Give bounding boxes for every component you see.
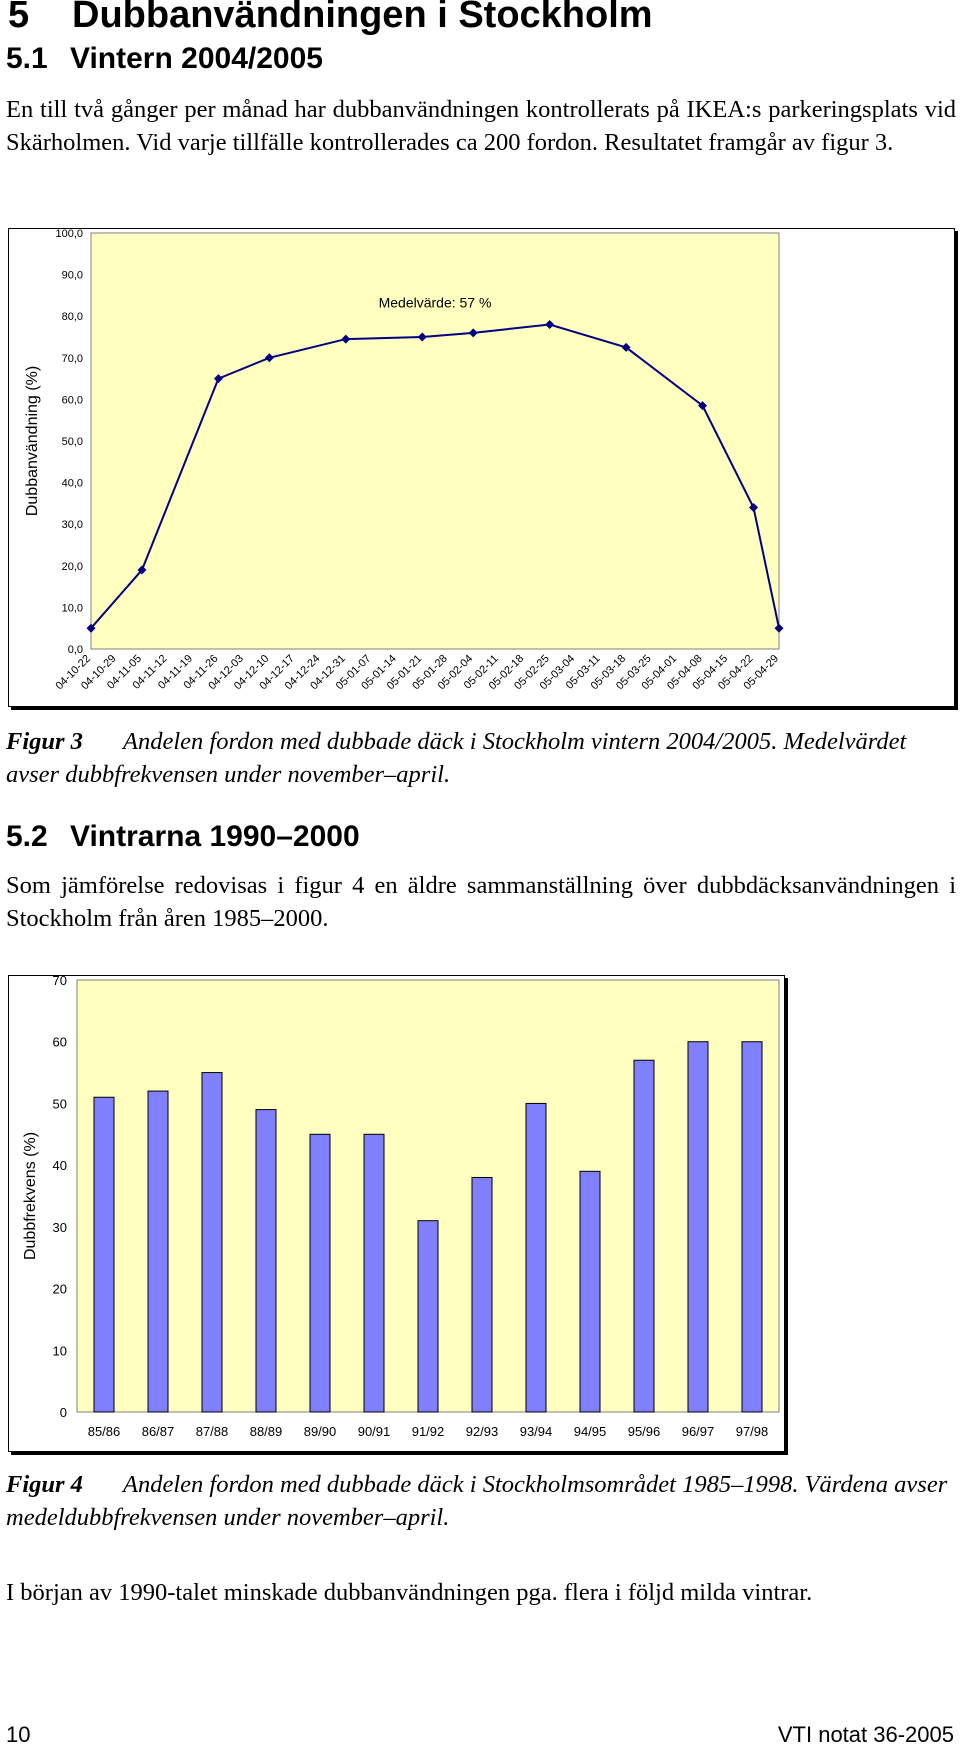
x-tick-label: 95/96	[628, 1424, 661, 1439]
figure-4-text: Andelen fordon med dubbade däck i Stockh…	[6, 1471, 948, 1531]
figure-3-label: Figur 3	[6, 728, 83, 755]
data-point	[621, 342, 631, 352]
data-point	[264, 353, 274, 363]
x-tick-label: 97/98	[736, 1424, 769, 1439]
paragraph-2: Som jämförelse redovisas i figur 4 en äl…	[6, 872, 956, 932]
data-point	[86, 623, 96, 633]
bar	[471, 1176, 493, 1413]
bar-chart: 0 10 20 30 40 50 60 70 85/86 86/87 87/88 88/89 89/90…	[22, 973, 780, 1439]
figure-3-chart: 0,0 10,0 20,0 30,0 40,0 50,0 60,0 70,0 80,0 90,0 1…	[8, 228, 955, 707]
bar	[525, 1102, 547, 1413]
plot-area	[90, 232, 780, 650]
x-tick-label: 90/91	[358, 1424, 391, 1439]
x-tick-label: 94/95	[574, 1424, 607, 1439]
bar	[741, 1041, 763, 1413]
y-tick-label: 20,0	[62, 561, 83, 573]
data-point	[417, 332, 427, 342]
y-tick-label: 10	[53, 1343, 67, 1358]
data-point	[774, 623, 784, 633]
x-tick-label: 96/97	[682, 1424, 715, 1439]
data-point	[468, 328, 478, 338]
figure-4-label: Figur 4	[6, 1471, 83, 1498]
bar	[309, 1133, 331, 1413]
figure-3-caption: Figur 3 Andelen fordon med dubbade däck i…	[6, 725, 956, 791]
paragraph-3: I början av 1990-talet minskade dubbanvä…	[6, 1579, 813, 1606]
y-tick-label: 40,0	[62, 478, 83, 490]
y-tick-label: 70,0	[62, 353, 83, 365]
data-point	[137, 565, 147, 575]
y-tick-label: 0,0	[68, 644, 83, 656]
y-tick-label: 40	[53, 1158, 67, 1173]
bar	[363, 1133, 385, 1413]
subsection-title: Vintern 2004/2005	[70, 42, 323, 75]
subsection-title: Vintrarna 1990–2000	[70, 820, 360, 853]
report-id: VTI notat 36-2005	[777, 1722, 954, 1747]
subsection-number: 5.1	[6, 42, 48, 75]
y-tick-label: 30,0	[62, 519, 83, 531]
figure-4-chart: 0 10 20 30 40 50 60 70 85/86 86/87 87/88 88/89 89/90…	[8, 973, 785, 1452]
x-tick-label: 88/89	[250, 1424, 283, 1439]
figure-3-text: Andelen fordon med dubbade däck i Stockh…	[6, 728, 907, 788]
y-axis-label: Dubbfrekvens (%)	[22, 1132, 39, 1260]
section-heading: 5 Dubbanvändningen i Stockholm	[8, 0, 653, 37]
bar	[93, 1096, 115, 1413]
y-tick-label: 100,0	[55, 229, 83, 240]
x-tick-label: 85/86	[88, 1424, 121, 1439]
y-tick-label: 50,0	[62, 436, 83, 448]
y-tick-label: 80,0	[62, 311, 83, 323]
data-point	[341, 334, 351, 344]
x-tick-label: 89/90	[304, 1424, 337, 1439]
bar	[201, 1072, 223, 1413]
data-point	[698, 401, 708, 411]
bar	[633, 1059, 655, 1413]
bar	[417, 1220, 439, 1413]
y-tick-label: 0	[60, 1405, 67, 1420]
x-tick-label: 87/88	[196, 1424, 229, 1439]
line-chart: 0,0 10,0 20,0 30,0 40,0 50,0 60,0 70,0 80,0 90,0 1…	[24, 228, 784, 692]
annotation-mean: Medelvärde: 57 %	[379, 295, 492, 311]
y-tick-label: 60,0	[62, 394, 83, 406]
bar	[147, 1090, 169, 1413]
section-number: 5	[8, 0, 30, 36]
bar	[579, 1170, 601, 1413]
series-line	[90, 323, 780, 629]
y-tick-label: 10,0	[62, 602, 83, 614]
y-tick-label: 90,0	[62, 270, 83, 282]
data-point	[545, 320, 555, 330]
y-tick-label: 70	[53, 976, 67, 988]
bar	[255, 1109, 277, 1413]
x-tick-label: 92/93	[466, 1424, 499, 1439]
y-tick-label: 20	[53, 1282, 67, 1297]
data-point	[749, 503, 759, 513]
section-title: Dubbanvändningen i Stockholm	[72, 0, 653, 36]
data-point	[213, 374, 223, 384]
y-axis-label: Dubbanvändning (%)	[24, 366, 41, 516]
x-tick-label: 86/87	[142, 1424, 175, 1439]
y-tick-label: 30	[53, 1220, 67, 1235]
paragraph-1: En till två gånger per månad har dubbanv…	[6, 96, 956, 156]
bar	[687, 1041, 709, 1413]
subsection-number: 5.2	[6, 820, 48, 853]
page-number: 10	[6, 1722, 31, 1747]
y-tick-label: 50	[53, 1096, 67, 1111]
x-tick-label: 91/92	[412, 1424, 445, 1439]
subsection-heading-5-2: 5.2 Vintrarna 1990–2000	[6, 820, 360, 854]
subsection-heading-5-1: 5.1 Vintern 2004/2005	[6, 42, 323, 76]
y-tick-label: 60	[53, 1035, 67, 1050]
x-tick-label: 93/94	[520, 1424, 553, 1439]
figure-4-caption: Figur 4 Andelen fordon med dubbade däck i…	[6, 1468, 956, 1534]
